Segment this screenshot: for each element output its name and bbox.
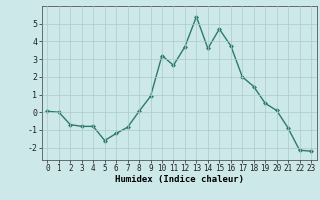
X-axis label: Humidex (Indice chaleur): Humidex (Indice chaleur) xyxy=(115,175,244,184)
